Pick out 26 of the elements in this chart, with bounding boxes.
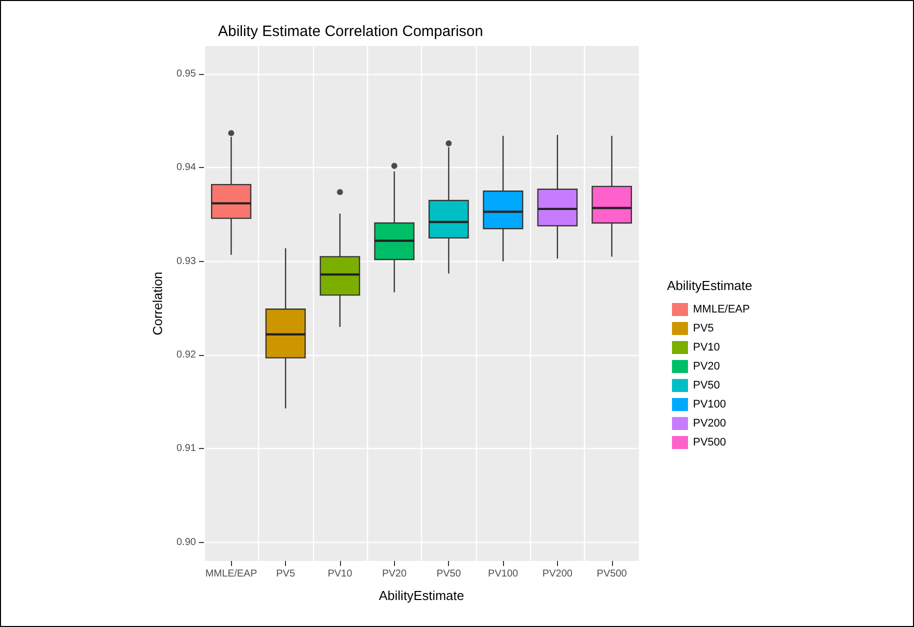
x-axis-title: AbilityEstimate <box>378 588 464 603</box>
chart-title: Ability Estimate Correlation Comparison <box>218 23 484 40</box>
x-tick-label: PV5 <box>276 568 296 580</box>
legend-label: PV20 <box>693 360 720 372</box>
y-tick-label: 0.93 <box>176 256 196 267</box>
x-tick-label: PV500 <box>596 568 628 580</box>
x-tick-label: PV10 <box>328 568 353 580</box>
legend-label: PV200 <box>693 418 726 430</box>
legend-label: MMLE/EAP <box>693 304 750 316</box>
y-axis-title: Correlation <box>150 272 165 336</box>
y-tick-label: 0.91 <box>176 443 196 454</box>
legend-title: AbilityEstimate <box>667 278 752 293</box>
legend-label: PV500 <box>693 436 726 448</box>
x-tick-label: MMLE/EAP <box>205 568 258 580</box>
x-tick-label: PV20 <box>382 568 407 580</box>
legend-label: PV100 <box>693 398 726 410</box>
y-tick-label: 0.95 <box>176 68 196 80</box>
y-tick-label: 0.90 <box>176 536 196 548</box>
legend-label: PV50 <box>693 380 720 392</box>
x-tick-label: PV200 <box>542 568 573 580</box>
x-tick-label: PV50 <box>436 568 462 580</box>
legend-label: PV10 <box>693 342 720 354</box>
legend-label: PV5 <box>693 322 714 334</box>
y-tick-label: 0.94 <box>176 162 196 174</box>
y-tick-label: 0.92 <box>176 350 196 360</box>
x-tick-label: PV100 <box>488 568 519 580</box>
